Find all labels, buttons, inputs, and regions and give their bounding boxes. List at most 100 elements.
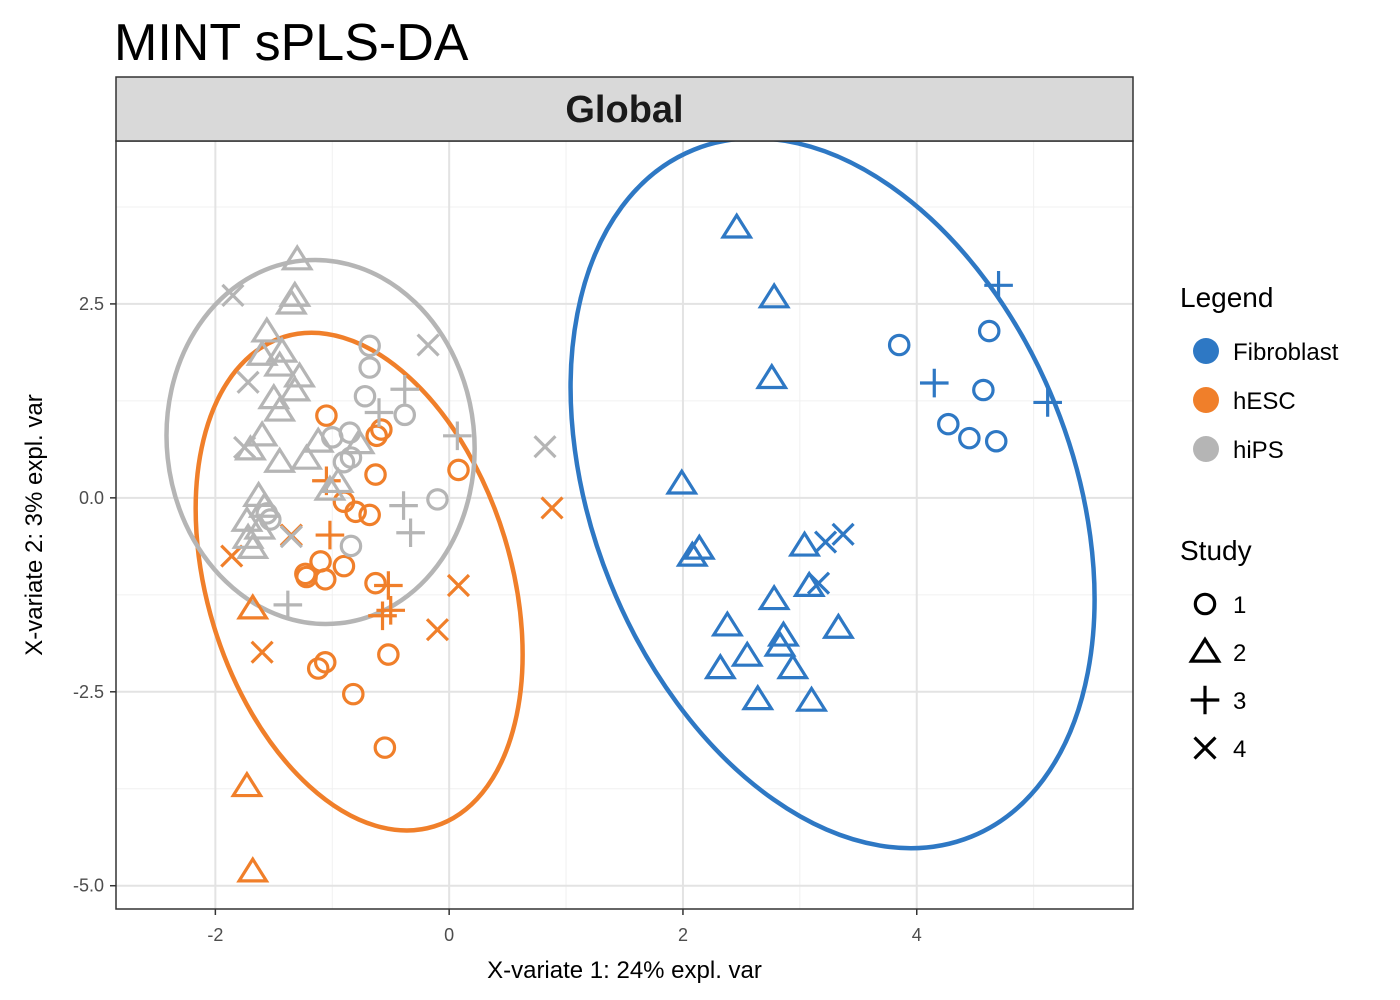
- legend-label: 3: [1233, 688, 1246, 715]
- marker-circle: [365, 424, 388, 448]
- data-point: [315, 404, 338, 427]
- legend-symbol: [1188, 636, 1222, 663]
- y-tick-label: -5.0: [73, 876, 104, 896]
- series-fibroblast: [665, 212, 1062, 712]
- data-point: [230, 770, 264, 798]
- marker-cross: [1193, 736, 1217, 760]
- data-point: [821, 612, 855, 639]
- marker-triangle: [755, 362, 789, 390]
- data-point: [416, 333, 440, 357]
- marker-circle: [972, 378, 995, 402]
- x-tick-label: 4: [912, 925, 922, 945]
- data-point: [972, 378, 995, 402]
- legend-label: 1: [1233, 592, 1246, 619]
- data-point: [273, 590, 303, 620]
- marker-circle: [984, 429, 1008, 453]
- marker-circle: [887, 333, 911, 357]
- data-point: [831, 522, 855, 546]
- marker-circle: [358, 356, 381, 379]
- marker-cross: [806, 571, 831, 595]
- data-point: [245, 339, 279, 366]
- data-point: [682, 533, 716, 560]
- marker-plus: [919, 368, 949, 398]
- marker-triangle: [730, 640, 764, 667]
- data-point: [540, 496, 564, 520]
- legend-label: hiPS: [1233, 437, 1284, 464]
- marker-plus: [368, 601, 397, 631]
- marker-cross: [416, 333, 440, 357]
- data-point: [446, 573, 471, 598]
- marker-circle: [358, 334, 381, 358]
- data-point: [741, 683, 775, 711]
- data-point: [389, 491, 418, 520]
- legend-item-hesc: hESC: [1193, 387, 1296, 415]
- legend-label: 4: [1233, 736, 1246, 763]
- data-point: [279, 525, 303, 549]
- marker-cross: [279, 525, 303, 549]
- data-point: [306, 657, 330, 680]
- data-point: [794, 685, 829, 712]
- marker-plus: [364, 398, 394, 427]
- legend-symbol: [1193, 736, 1217, 760]
- marker-circle: [339, 534, 363, 558]
- data-point: [757, 583, 791, 611]
- series-hesc: [220, 404, 564, 883]
- marker-cross: [540, 496, 564, 520]
- marker-cross: [250, 640, 274, 664]
- x-axis-title: X-variate 1: 24% expl. var: [487, 957, 762, 984]
- marker-triangle: [787, 530, 822, 557]
- data-point: [393, 403, 417, 427]
- data-point: [313, 651, 337, 674]
- data-point: [374, 571, 403, 600]
- data-point: [787, 530, 822, 557]
- marker-triangle: [757, 583, 791, 611]
- legend-title: Legend: [1180, 282, 1273, 313]
- ellipse-hips: [164, 257, 477, 627]
- marker-plus: [396, 518, 425, 548]
- data-point: [313, 568, 337, 591]
- data-point: [250, 640, 274, 664]
- y-tick-label: -2.5: [73, 682, 104, 702]
- marker-circle: [447, 458, 470, 482]
- marker-triangle: [250, 316, 284, 343]
- data-point: [377, 643, 400, 666]
- marker-cross: [233, 435, 257, 460]
- marker-triangle: [247, 491, 282, 518]
- marker-triangle: [675, 540, 709, 567]
- legend-symbol: [1190, 685, 1220, 715]
- data-point: [1033, 388, 1062, 417]
- marker-plus: [315, 520, 345, 550]
- data-point: [274, 288, 308, 315]
- marker-circle: [1193, 592, 1217, 616]
- data-point: [263, 395, 297, 422]
- data-point: [339, 534, 363, 558]
- legend-item-study-4: 4: [1193, 736, 1246, 763]
- ellipse-hesc: [193, 330, 525, 833]
- legend-groups: Fibroblast hESC hiPS: [1193, 338, 1339, 464]
- marker-plus: [390, 374, 420, 404]
- marker-triangle: [342, 427, 376, 455]
- marker-circle: [958, 426, 981, 450]
- data-point: [243, 513, 277, 540]
- data-point: [278, 375, 312, 402]
- marker-triangle: [278, 375, 312, 402]
- data-point: [364, 463, 387, 486]
- data-point: [984, 429, 1008, 453]
- data-point: [919, 368, 949, 398]
- marker-circle: [393, 403, 417, 427]
- marker-plus: [443, 421, 472, 451]
- marker-triangle: [243, 513, 277, 540]
- data-point: [265, 336, 299, 363]
- marker-plus: [1190, 685, 1220, 715]
- legend-item-hips: hiPS: [1193, 436, 1284, 464]
- legend-label: 2: [1233, 640, 1246, 667]
- data-point: [776, 652, 810, 680]
- marker-plus: [389, 491, 418, 520]
- data-point: [675, 540, 709, 567]
- data-point: [813, 530, 838, 554]
- data-point: [220, 544, 244, 568]
- data-point: [344, 500, 367, 524]
- x-tick-label: 0: [444, 925, 454, 945]
- data-point: [390, 374, 420, 404]
